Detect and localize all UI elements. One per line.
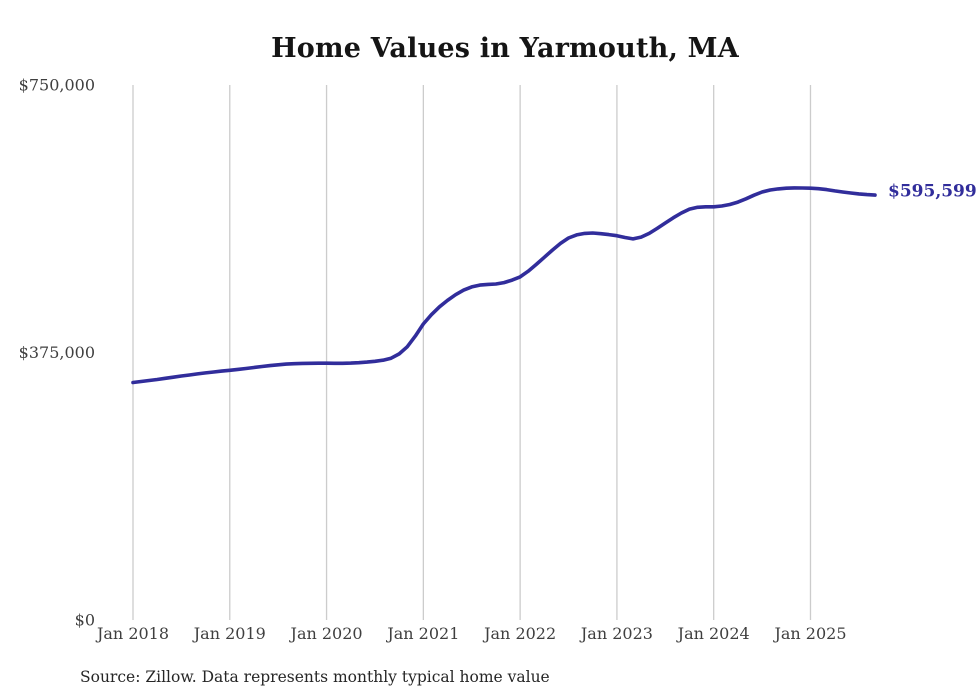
x-axis-tick-label: Jan 2022 — [482, 624, 556, 643]
source-note: Source: Zillow. Data represents monthly … — [80, 668, 550, 686]
x-axis-tick-label: Jan 2018 — [95, 624, 169, 643]
y-axis-tick-label: $0 — [75, 611, 95, 630]
chart-title: Home Values in Yarmouth, MA — [271, 33, 739, 64]
home-value-line — [131, 186, 877, 385]
x-axis-tick-label: Jan 2020 — [289, 624, 363, 643]
x-axis-tick-label: Jan 2019 — [192, 624, 266, 643]
y-axis-tick-label: $375,000 — [19, 343, 95, 362]
x-axis-tick-label: Jan 2023 — [579, 624, 653, 643]
x-axis-tick-label: Jan 2024 — [676, 624, 750, 643]
x-axis-tick-label: Jan 2021 — [385, 624, 459, 643]
y-axis-tick-label: $750,000 — [19, 76, 95, 95]
latest-value-label: $595,599 — [888, 182, 977, 202]
x-axis-tick-label: Jan 2025 — [772, 624, 846, 643]
